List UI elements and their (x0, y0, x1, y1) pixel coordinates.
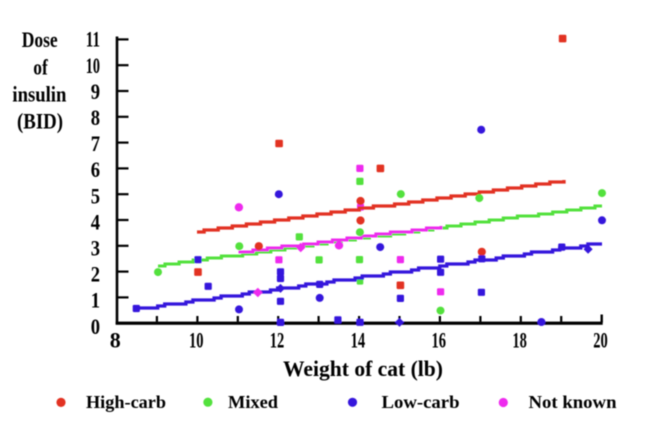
svg-text:3: 3 (91, 236, 100, 261)
svg-text:8: 8 (110, 328, 121, 353)
svg-text:1: 1 (91, 288, 100, 313)
svg-text:Low-carb: Low-carb (382, 392, 460, 412)
svg-text:11: 11 (86, 27, 100, 52)
svg-text:10: 10 (86, 53, 100, 78)
svg-text:of: of (33, 55, 48, 80)
svg-text:High-carb: High-carb (86, 392, 166, 412)
svg-text:20: 20 (593, 328, 608, 353)
svg-text:8: 8 (91, 105, 100, 130)
svg-text:2: 2 (91, 262, 100, 287)
svg-text:9: 9 (91, 79, 100, 104)
svg-text:(BID): (BID) (17, 109, 63, 134)
svg-text:Not known: Not known (529, 392, 617, 412)
svg-text:Weight of cat (lb): Weight of cat (lb) (283, 356, 443, 381)
svg-text:14: 14 (351, 328, 366, 353)
svg-text:18: 18 (512, 328, 527, 353)
svg-text:Dose: Dose (22, 27, 58, 52)
svg-text:12: 12 (270, 328, 285, 353)
svg-text:5: 5 (91, 183, 100, 208)
svg-text:insulin: insulin (12, 82, 66, 107)
svg-text:4: 4 (91, 209, 100, 234)
svg-text:6: 6 (91, 157, 100, 182)
svg-text:16: 16 (431, 328, 446, 353)
svg-text:10: 10 (189, 328, 204, 353)
svg-text:7: 7 (91, 131, 100, 156)
svg-text:0: 0 (91, 314, 100, 339)
svg-text:Mixed: Mixed (228, 392, 278, 412)
